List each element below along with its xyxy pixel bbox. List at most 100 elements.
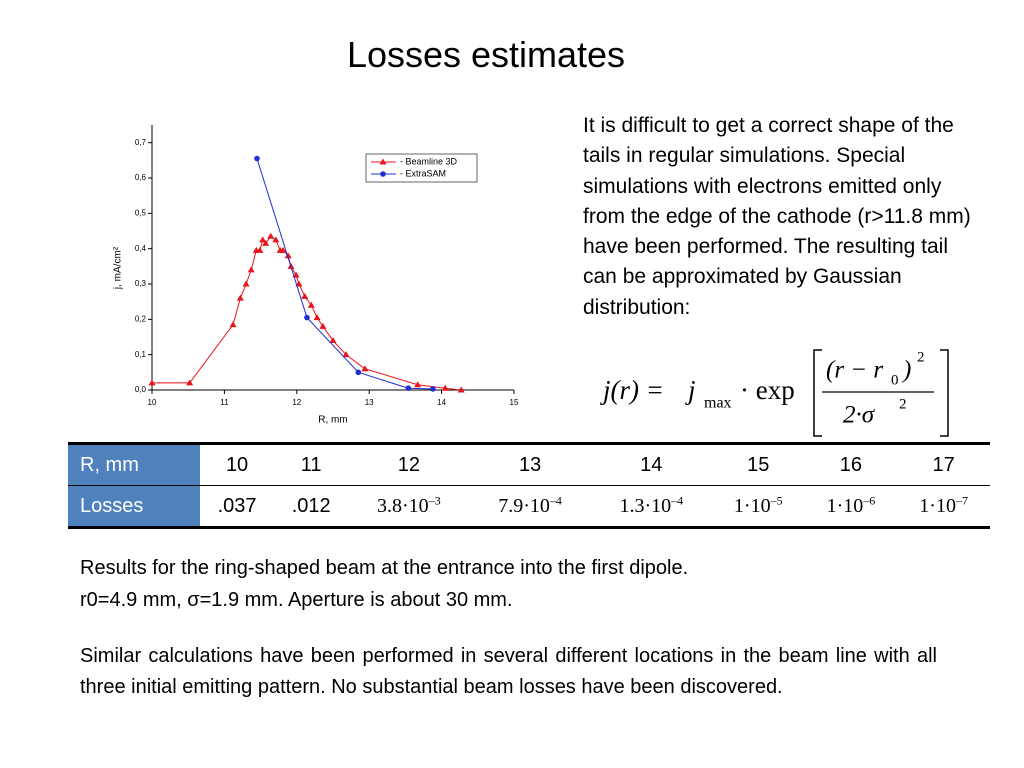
header-cell: 13 bbox=[469, 442, 591, 486]
marker bbox=[405, 385, 412, 392]
x-tick-label: 14 bbox=[437, 398, 446, 407]
cell-exp: –4 bbox=[549, 493, 562, 508]
y-axis-label: j, mA/cm² bbox=[113, 246, 124, 290]
marker bbox=[319, 322, 327, 329]
legend-label: - ExtraSAM bbox=[400, 168, 446, 178]
marker bbox=[262, 239, 270, 246]
table-row: Losses .037.012 3.8·10–3 7.9·10–4 1.3·10–4 1·… bbox=[68, 485, 990, 529]
slide-title: Losses estimates bbox=[346, 34, 626, 75]
header-cell: 17 bbox=[897, 442, 990, 486]
marker bbox=[355, 369, 362, 376]
header-label: R, mm bbox=[68, 442, 200, 486]
marker bbox=[148, 379, 156, 386]
marker bbox=[236, 294, 244, 301]
marker bbox=[430, 386, 436, 392]
marker bbox=[267, 232, 275, 239]
marker bbox=[307, 301, 315, 308]
cell-base: 7.9·10–4 bbox=[498, 493, 562, 518]
cell: 1·10–6 bbox=[804, 485, 898, 529]
losses-table: R, mm 10 11 12 13 14 15 16 17 Losses .037.012 3.8·… bbox=[68, 442, 990, 529]
marker bbox=[254, 155, 260, 162]
y-tick-label: 0,2 bbox=[135, 314, 147, 323]
cell-base: 1·10–5 bbox=[733, 493, 783, 518]
cell: 1·10–5 bbox=[711, 485, 805, 529]
legend-box bbox=[365, 153, 478, 183]
marker bbox=[242, 280, 250, 287]
formula: j(r) = j max · exp (r − r 0 ) 2 2·σ 2 bbox=[600, 349, 949, 437]
formula-sub: max bbox=[704, 395, 732, 412]
y-tick-label: 0,5 bbox=[135, 208, 147, 217]
formula-j: j bbox=[685, 375, 696, 405]
cell-exp: –3 bbox=[428, 493, 441, 508]
y-tick-label: 0,1 bbox=[135, 350, 147, 359]
marker bbox=[457, 386, 465, 393]
y-tick-label: 0,0 bbox=[135, 385, 147, 394]
header-cell: 15 bbox=[711, 442, 805, 486]
header-cell: 16 bbox=[804, 442, 898, 486]
cell-base: 3.8·10–3 bbox=[377, 493, 441, 518]
formula-num: (r − r bbox=[826, 357, 883, 384]
formula-lhs: j(r) = bbox=[600, 375, 664, 405]
y-tick-label: 0,3 bbox=[135, 279, 147, 288]
cell: 3.8·10–3 bbox=[348, 485, 470, 529]
formula-den-sup: 2 bbox=[899, 396, 907, 412]
marker bbox=[329, 337, 337, 344]
bracket bbox=[813, 349, 949, 437]
cell: 7.9·10–4 bbox=[469, 485, 591, 529]
marker bbox=[284, 252, 292, 259]
series-line bbox=[152, 235, 462, 391]
x-tick-label: 12 bbox=[292, 398, 301, 407]
marker bbox=[313, 314, 321, 321]
note: Results for the ring-shaped beam at the … bbox=[80, 557, 689, 579]
marker bbox=[342, 351, 350, 358]
header-cell: 12 bbox=[348, 442, 470, 486]
x-axis-label: R, mm bbox=[318, 415, 347, 426]
x-tick-label: 11 bbox=[220, 398, 229, 407]
marker bbox=[279, 246, 287, 253]
cell-base: 1·10–6 bbox=[826, 493, 876, 518]
marker bbox=[247, 266, 255, 273]
note: r0=4.9 mm, σ=1.9 mm. Aperture is about 3… bbox=[80, 589, 513, 611]
marker bbox=[304, 314, 310, 321]
cell: .037 bbox=[200, 485, 275, 529]
formula-num-close: ) bbox=[901, 357, 911, 384]
x-tick-label: 15 bbox=[510, 398, 519, 407]
legend-label: - Beamline 3D bbox=[400, 156, 458, 166]
cell: 1·10–7 bbox=[897, 485, 990, 529]
marker bbox=[186, 379, 194, 386]
x-tick-label: 10 bbox=[148, 398, 157, 407]
marker bbox=[301, 292, 309, 299]
cell: .012 bbox=[274, 485, 349, 529]
chart: R, mm j, mA/cm² j(r) = j max · exp (r − … bbox=[113, 125, 949, 437]
cell-exp: –7 bbox=[955, 493, 968, 508]
x-tick-label: 13 bbox=[365, 398, 374, 407]
y-tick-label: 0,7 bbox=[135, 138, 147, 147]
marker bbox=[379, 158, 387, 165]
marker bbox=[229, 321, 237, 328]
cell: 1.3·10–4 bbox=[590, 485, 712, 529]
formula-num-sub: 0 bbox=[891, 372, 899, 388]
formula-exp: · exp bbox=[740, 375, 795, 405]
marker bbox=[256, 246, 264, 253]
y-tick-label: 0,6 bbox=[135, 173, 147, 182]
cell-exp: –4 bbox=[671, 493, 684, 508]
cell-exp: –5 bbox=[770, 493, 783, 508]
note: Similar calculations have been performed… bbox=[80, 645, 937, 698]
description: It is difficult to get a correct shape o… bbox=[583, 114, 971, 319]
marker bbox=[361, 365, 369, 372]
cell-base: 1.3·10–4 bbox=[619, 493, 684, 518]
header-cell: 14 bbox=[590, 442, 712, 486]
marker bbox=[272, 236, 280, 243]
row-label: Losses bbox=[68, 485, 200, 529]
cell-exp: –6 bbox=[863, 493, 876, 508]
formula-num-sup: 2 bbox=[917, 349, 925, 365]
cell-base: 1·10–7 bbox=[919, 493, 968, 518]
header-cell: 11 bbox=[274, 442, 349, 486]
formula-den: 2·σ bbox=[843, 402, 876, 429]
marker bbox=[441, 384, 449, 391]
header-cell: 10 bbox=[200, 442, 275, 486]
y-tick-label: 0,4 bbox=[135, 244, 147, 253]
table-header-row: R, mm 10 11 12 13 14 15 16 17 bbox=[68, 442, 990, 486]
marker bbox=[380, 171, 386, 177]
